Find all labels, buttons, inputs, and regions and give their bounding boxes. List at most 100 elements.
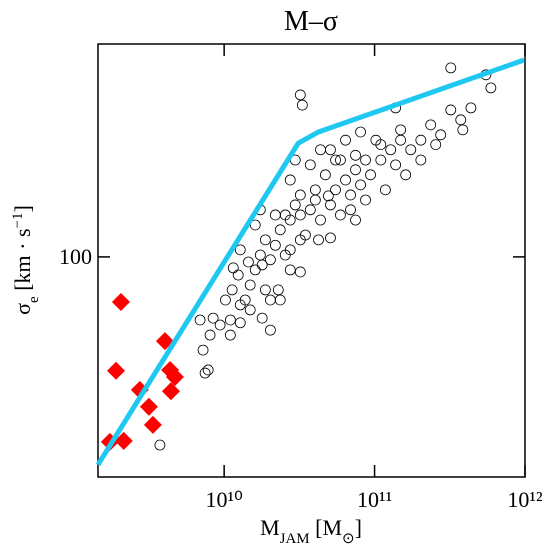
data-point bbox=[319, 169, 331, 181]
chart-title: M–σ bbox=[284, 6, 338, 37]
label-part: M bbox=[260, 515, 280, 540]
data-point bbox=[330, 154, 341, 166]
data-point bbox=[315, 144, 326, 156]
data-point bbox=[395, 124, 407, 136]
diamond-point bbox=[165, 367, 184, 386]
diamond-point bbox=[114, 431, 133, 450]
data-point bbox=[390, 159, 402, 171]
x-tick-label: 10¹² bbox=[507, 487, 543, 512]
data-point bbox=[335, 154, 346, 166]
data-point bbox=[244, 279, 256, 291]
data-point bbox=[325, 199, 336, 211]
diamond-point bbox=[143, 415, 162, 434]
data-point bbox=[294, 89, 306, 101]
data-point bbox=[445, 104, 457, 116]
data-point bbox=[234, 299, 246, 311]
data-point bbox=[435, 129, 447, 141]
data-point bbox=[430, 139, 442, 151]
data-point bbox=[265, 294, 276, 306]
label-part: ] bbox=[355, 515, 362, 540]
data-point bbox=[249, 219, 261, 231]
data-point bbox=[330, 184, 341, 196]
data-point bbox=[304, 159, 316, 171]
label-part: σ bbox=[10, 303, 35, 315]
label-part: ⊙ bbox=[342, 531, 355, 547]
data-point bbox=[313, 234, 324, 246]
data-point bbox=[322, 190, 334, 202]
data-point bbox=[340, 134, 351, 146]
data-point bbox=[395, 134, 407, 146]
data-point bbox=[355, 179, 366, 191]
x-tick-label: 10¹¹ bbox=[357, 487, 392, 512]
data-point bbox=[425, 119, 437, 131]
data-point bbox=[350, 149, 361, 161]
data-point bbox=[259, 284, 271, 296]
data-point bbox=[274, 224, 286, 236]
data-point bbox=[315, 214, 326, 226]
data-point bbox=[274, 294, 286, 306]
data-point bbox=[254, 249, 266, 261]
data-point bbox=[405, 144, 417, 156]
data-point bbox=[256, 312, 268, 324]
data-point bbox=[455, 114, 467, 126]
data-point bbox=[265, 254, 276, 266]
data-point bbox=[379, 184, 391, 196]
data-point bbox=[309, 194, 321, 206]
data-point bbox=[400, 169, 412, 181]
data-point bbox=[197, 344, 209, 356]
data-point bbox=[202, 364, 214, 376]
data-point bbox=[345, 189, 356, 201]
data-point bbox=[360, 154, 371, 166]
data-point bbox=[249, 264, 261, 276]
data-point bbox=[325, 144, 336, 156]
data-point bbox=[325, 232, 336, 244]
data-point bbox=[284, 244, 296, 256]
data-point bbox=[309, 184, 321, 196]
data-point bbox=[294, 209, 306, 221]
data-point bbox=[415, 134, 427, 146]
label-part: [km · s bbox=[10, 228, 35, 296]
data-point bbox=[294, 266, 306, 278]
data-point bbox=[234, 317, 246, 329]
diamond-point bbox=[107, 361, 126, 380]
data-point bbox=[232, 269, 244, 281]
data-point bbox=[294, 189, 306, 201]
data-point bbox=[220, 294, 231, 306]
label-part: ] bbox=[10, 205, 35, 212]
y-tick-label: 100 bbox=[59, 244, 92, 269]
data-point bbox=[304, 204, 316, 216]
data-point bbox=[345, 204, 356, 216]
data-point bbox=[296, 99, 308, 111]
data-point bbox=[284, 174, 296, 186]
data-point bbox=[350, 214, 361, 226]
y-axis-label: σe [km · s−1] bbox=[10, 205, 42, 315]
x-axis-label: MJAM [M⊙] bbox=[260, 515, 362, 547]
label-part: e bbox=[26, 296, 42, 303]
data-point bbox=[284, 264, 296, 276]
label-part: [M bbox=[310, 515, 342, 540]
data-point bbox=[375, 154, 387, 166]
data-point bbox=[207, 312, 219, 324]
data-point bbox=[350, 164, 361, 176]
data-point bbox=[214, 319, 226, 331]
data-point bbox=[269, 209, 281, 221]
data-point bbox=[445, 62, 457, 74]
data-point bbox=[226, 284, 238, 296]
data-point bbox=[485, 82, 497, 94]
label-part: −1 bbox=[10, 213, 26, 229]
label-part: JAM bbox=[280, 531, 310, 547]
data-point bbox=[457, 124, 469, 136]
diamond-point bbox=[139, 397, 158, 416]
data-point bbox=[375, 139, 387, 151]
data-point bbox=[365, 169, 376, 181]
diamond-point bbox=[111, 292, 130, 311]
data-point bbox=[335, 209, 346, 221]
data-point bbox=[259, 234, 271, 246]
data-point bbox=[269, 239, 281, 251]
data-point bbox=[234, 244, 246, 256]
data-point bbox=[355, 126, 366, 138]
data-point bbox=[265, 324, 276, 336]
data-point bbox=[340, 174, 351, 186]
data-point bbox=[465, 102, 477, 114]
